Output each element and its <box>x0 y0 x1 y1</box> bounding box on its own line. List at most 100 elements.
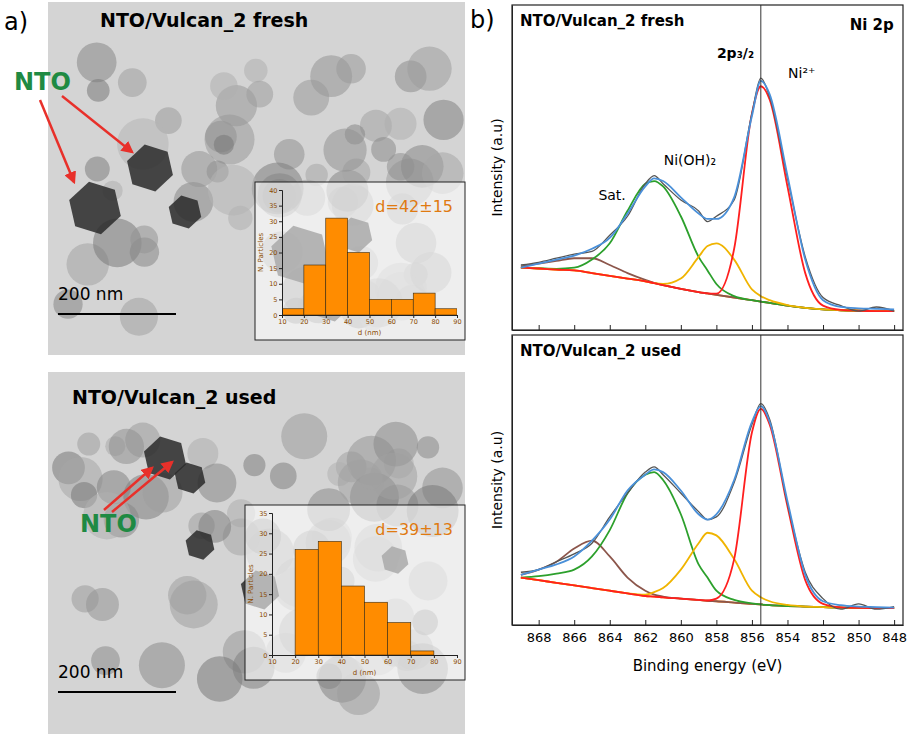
tick <box>681 325 682 330</box>
tick-label: 30 <box>269 218 277 226</box>
tick-label: 15 <box>259 591 267 599</box>
tick <box>610 325 611 330</box>
panel-title: NTO/Vulcan_2 fresh <box>520 12 684 30</box>
spectrum-panel: 868866864862860858856854852850848NTO/Vul… <box>489 335 907 675</box>
tick-label: 30 <box>322 318 330 326</box>
tick-label: 10 <box>278 318 286 326</box>
tick: 50 <box>361 655 369 666</box>
spectrum-line <box>521 81 894 310</box>
tick-label: 90 <box>453 318 461 326</box>
tick-label: 15 <box>269 265 277 273</box>
tem-label: NTO <box>14 68 71 96</box>
tick-mark <box>894 620 895 625</box>
tick: 848 <box>882 620 907 645</box>
tick: 850 <box>847 620 872 645</box>
tick-label: 860 <box>669 630 694 645</box>
tick: 15 <box>259 591 272 599</box>
tick-mark <box>279 206 282 207</box>
tick-mark <box>539 325 540 330</box>
tick: 30 <box>322 315 330 326</box>
tick-mark <box>681 325 682 330</box>
tick: 40 <box>338 655 346 666</box>
tem-image: NTO/Vulcan_2 usedNTO200 nm <box>48 372 465 734</box>
bar <box>295 550 318 655</box>
tick: 15 <box>269 265 282 273</box>
tick: 0 <box>263 652 272 660</box>
carbon-particle <box>87 79 110 102</box>
tick-label: 848 <box>882 630 907 645</box>
tick-mark <box>269 513 272 514</box>
axis-line <box>512 336 513 626</box>
carbon-particle <box>77 43 117 83</box>
x-axis <box>513 325 904 331</box>
bars <box>295 541 434 655</box>
tick-mark <box>716 620 717 625</box>
carbon-particle <box>336 54 366 84</box>
nto-particle <box>127 145 173 192</box>
tick-label: 40 <box>269 187 277 195</box>
tick-label: 20 <box>291 658 299 666</box>
x-axis-title: d (nm) <box>353 669 377 677</box>
bar <box>282 309 304 315</box>
spectrum-line <box>521 409 894 608</box>
plot-area: 10203040506070809005101520253035d (nm)N.… <box>247 510 462 677</box>
tick-label: 866 <box>562 630 587 645</box>
carbon-particle <box>244 59 268 83</box>
tick: 5 <box>263 631 272 639</box>
bar <box>348 253 370 316</box>
tick: 868 <box>527 620 552 645</box>
tick-mark <box>610 325 611 330</box>
bar <box>413 293 435 315</box>
carbon-particle <box>293 80 329 116</box>
tick: 30 <box>315 655 323 666</box>
tick-mark <box>279 190 282 191</box>
tick-mark <box>823 620 824 625</box>
tick-label: 50 <box>361 658 369 666</box>
tick: 35 <box>259 510 272 518</box>
carbon-particle <box>417 436 439 458</box>
tick: 70 <box>407 655 415 666</box>
tem-background <box>48 372 465 734</box>
bar <box>318 541 341 655</box>
arrow <box>112 462 172 512</box>
tick-label: 0 <box>273 312 277 320</box>
axis-line <box>513 330 904 331</box>
tick-label: 50 <box>366 318 374 326</box>
carbon-particle <box>423 100 463 140</box>
carbon-particle <box>214 135 234 155</box>
tick-mark <box>752 620 753 625</box>
tick: 30 <box>269 218 282 226</box>
tick-label: 60 <box>384 658 392 666</box>
bar <box>435 309 457 315</box>
y-axis-title: N. Particles <box>257 233 265 273</box>
spectrum-line <box>521 578 894 609</box>
tick-label: 862 <box>633 630 658 645</box>
tick: 25 <box>269 233 282 241</box>
tick-label: 25 <box>259 550 267 558</box>
tick: 60 <box>388 315 396 326</box>
carbon-particle <box>77 433 100 456</box>
tick-label: 40 <box>344 318 352 326</box>
axis-line <box>512 6 513 331</box>
carbon-particle <box>208 165 259 216</box>
tick-mark <box>894 325 895 330</box>
axis-line <box>269 514 273 656</box>
bar <box>388 623 411 655</box>
tick: 862 <box>633 620 658 645</box>
x-axis-title: d (nm) <box>358 329 382 337</box>
tick <box>859 325 860 330</box>
tick <box>787 325 788 330</box>
tick-label: 30 <box>315 658 323 666</box>
spectrum-line <box>521 258 894 311</box>
tick-mark <box>681 620 682 625</box>
carbon-particle <box>387 153 415 181</box>
tick-mark <box>279 221 282 222</box>
tick-mark <box>269 533 272 534</box>
tick-label: 850 <box>847 630 872 645</box>
x-axis: 868866864862860858856854852850848 <box>513 620 908 645</box>
tick-label: 10 <box>259 611 267 619</box>
tick <box>894 325 895 330</box>
tick: 860 <box>669 620 694 645</box>
y-axis-title: Intensity (a.u) <box>489 118 505 216</box>
tick-label: 5 <box>263 631 267 639</box>
